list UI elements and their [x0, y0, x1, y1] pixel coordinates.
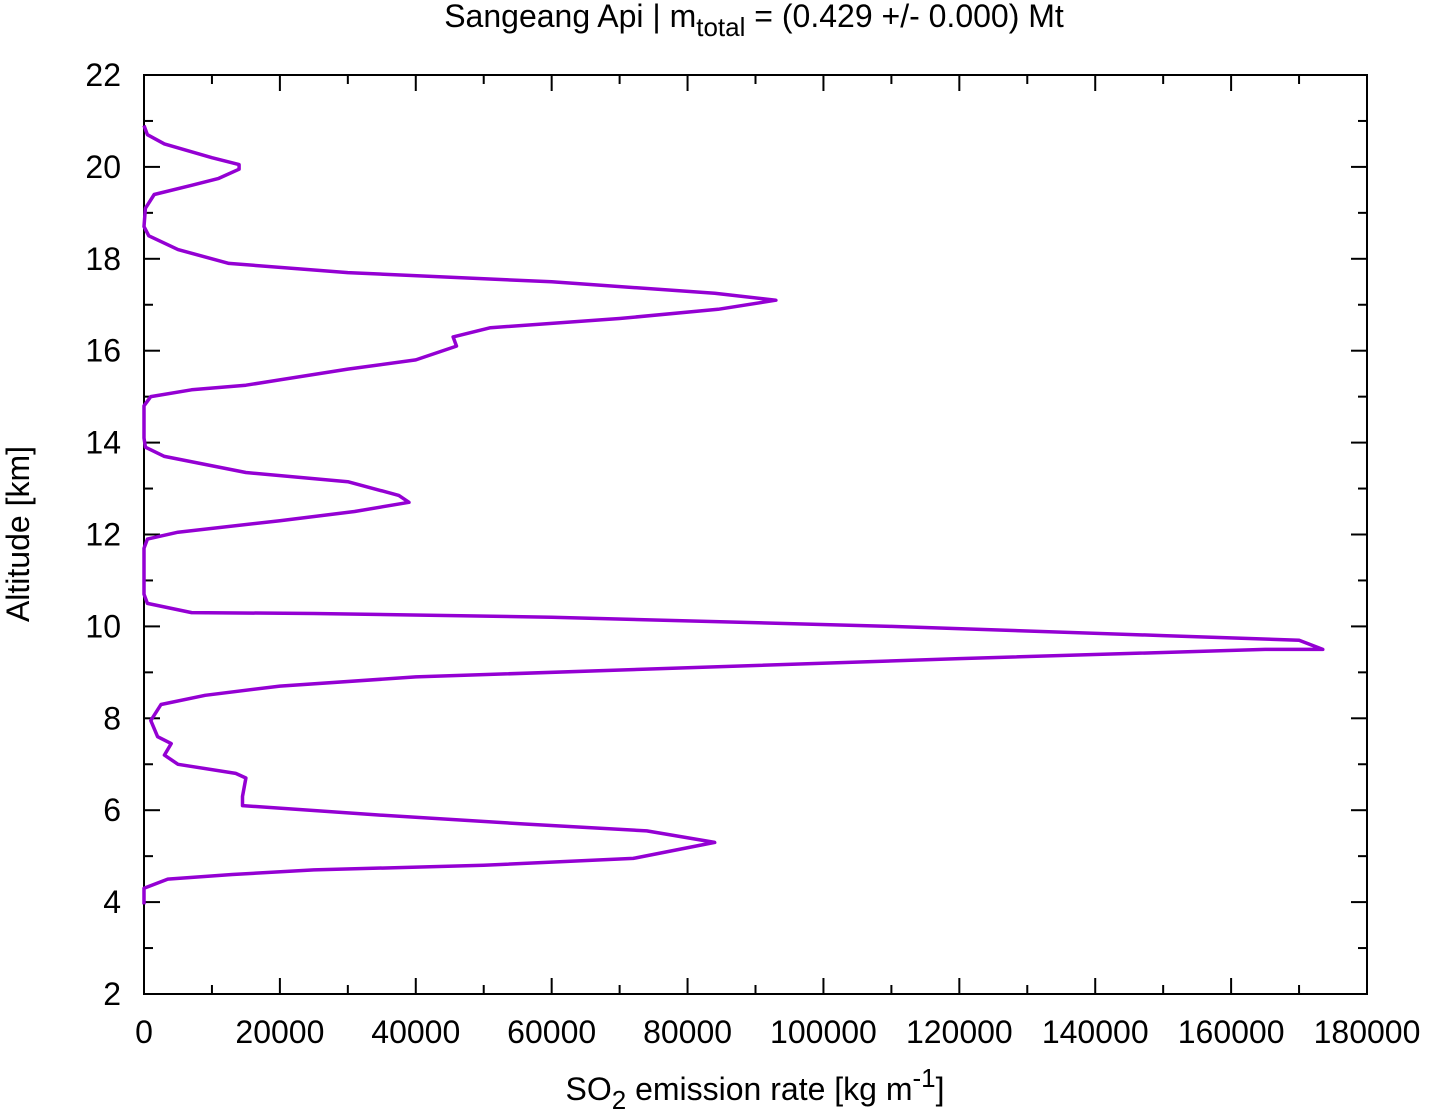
x-axis-label: SO2 emission rate [kg m-1] — [565, 1063, 944, 1111]
title-suffix: = (0.429 +/- 0.000) Mt — [745, 0, 1064, 34]
y-tick-label: 4 — [103, 884, 121, 920]
y-tick-label: 16 — [85, 333, 121, 369]
y-tick-label: 8 — [103, 700, 121, 736]
x-tick-label: 100000 — [770, 1014, 877, 1050]
y-tick-label: 10 — [85, 608, 121, 644]
y-axis-label: Altitude [km] — [0, 446, 36, 622]
title-subscript: total — [696, 12, 745, 42]
xlabel-subscript: 2 — [612, 1085, 626, 1111]
series-line — [142, 124, 1325, 905]
x-tick-label: 120000 — [906, 1014, 1013, 1050]
y-tick-label: 2 — [103, 976, 121, 1012]
y-tick-label: 6 — [103, 792, 121, 828]
y-tick-label: 12 — [85, 517, 121, 553]
x-tick-label: 0 — [135, 1014, 153, 1050]
plot-frame — [143, 74, 1368, 995]
y-tick-label: 22 — [85, 57, 121, 93]
xlabel-superscript: -1 — [913, 1063, 936, 1093]
y-tick-label: 20 — [85, 149, 121, 185]
x-tick-label: 60000 — [507, 1014, 596, 1050]
x-tick-label: 180000 — [1314, 1014, 1421, 1050]
xlabel-suffix: ] — [936, 1071, 945, 1107]
xlabel-prefix: SO — [565, 1071, 611, 1107]
y-tick-labels: 2 4 6 8 10 12 14 16 18 20 22 — [85, 57, 121, 1012]
x-tick-label: 80000 — [643, 1014, 732, 1050]
x-tick-label: 160000 — [1178, 1014, 1285, 1050]
y-tick-label: 14 — [85, 425, 121, 461]
x-tick-label: 40000 — [371, 1014, 460, 1050]
x-tick-labels: 0 20000 40000 60000 80000 100000 120000 140000 1… — [135, 1014, 1420, 1050]
y-tick-label: 18 — [85, 241, 121, 277]
x-tick-label: 20000 — [235, 1014, 324, 1050]
x-tick-label: 140000 — [1042, 1014, 1149, 1050]
plot-frame-group — [143, 74, 1368, 995]
chart-title: Sangeang Api | mtotal = (0.429 +/- 0.000… — [444, 0, 1064, 42]
xlabel-middle: emission rate [kg m — [626, 1071, 912, 1107]
title-prefix: Sangeang Api | m — [444, 0, 696, 34]
axis-ticks — [143, 74, 1368, 995]
